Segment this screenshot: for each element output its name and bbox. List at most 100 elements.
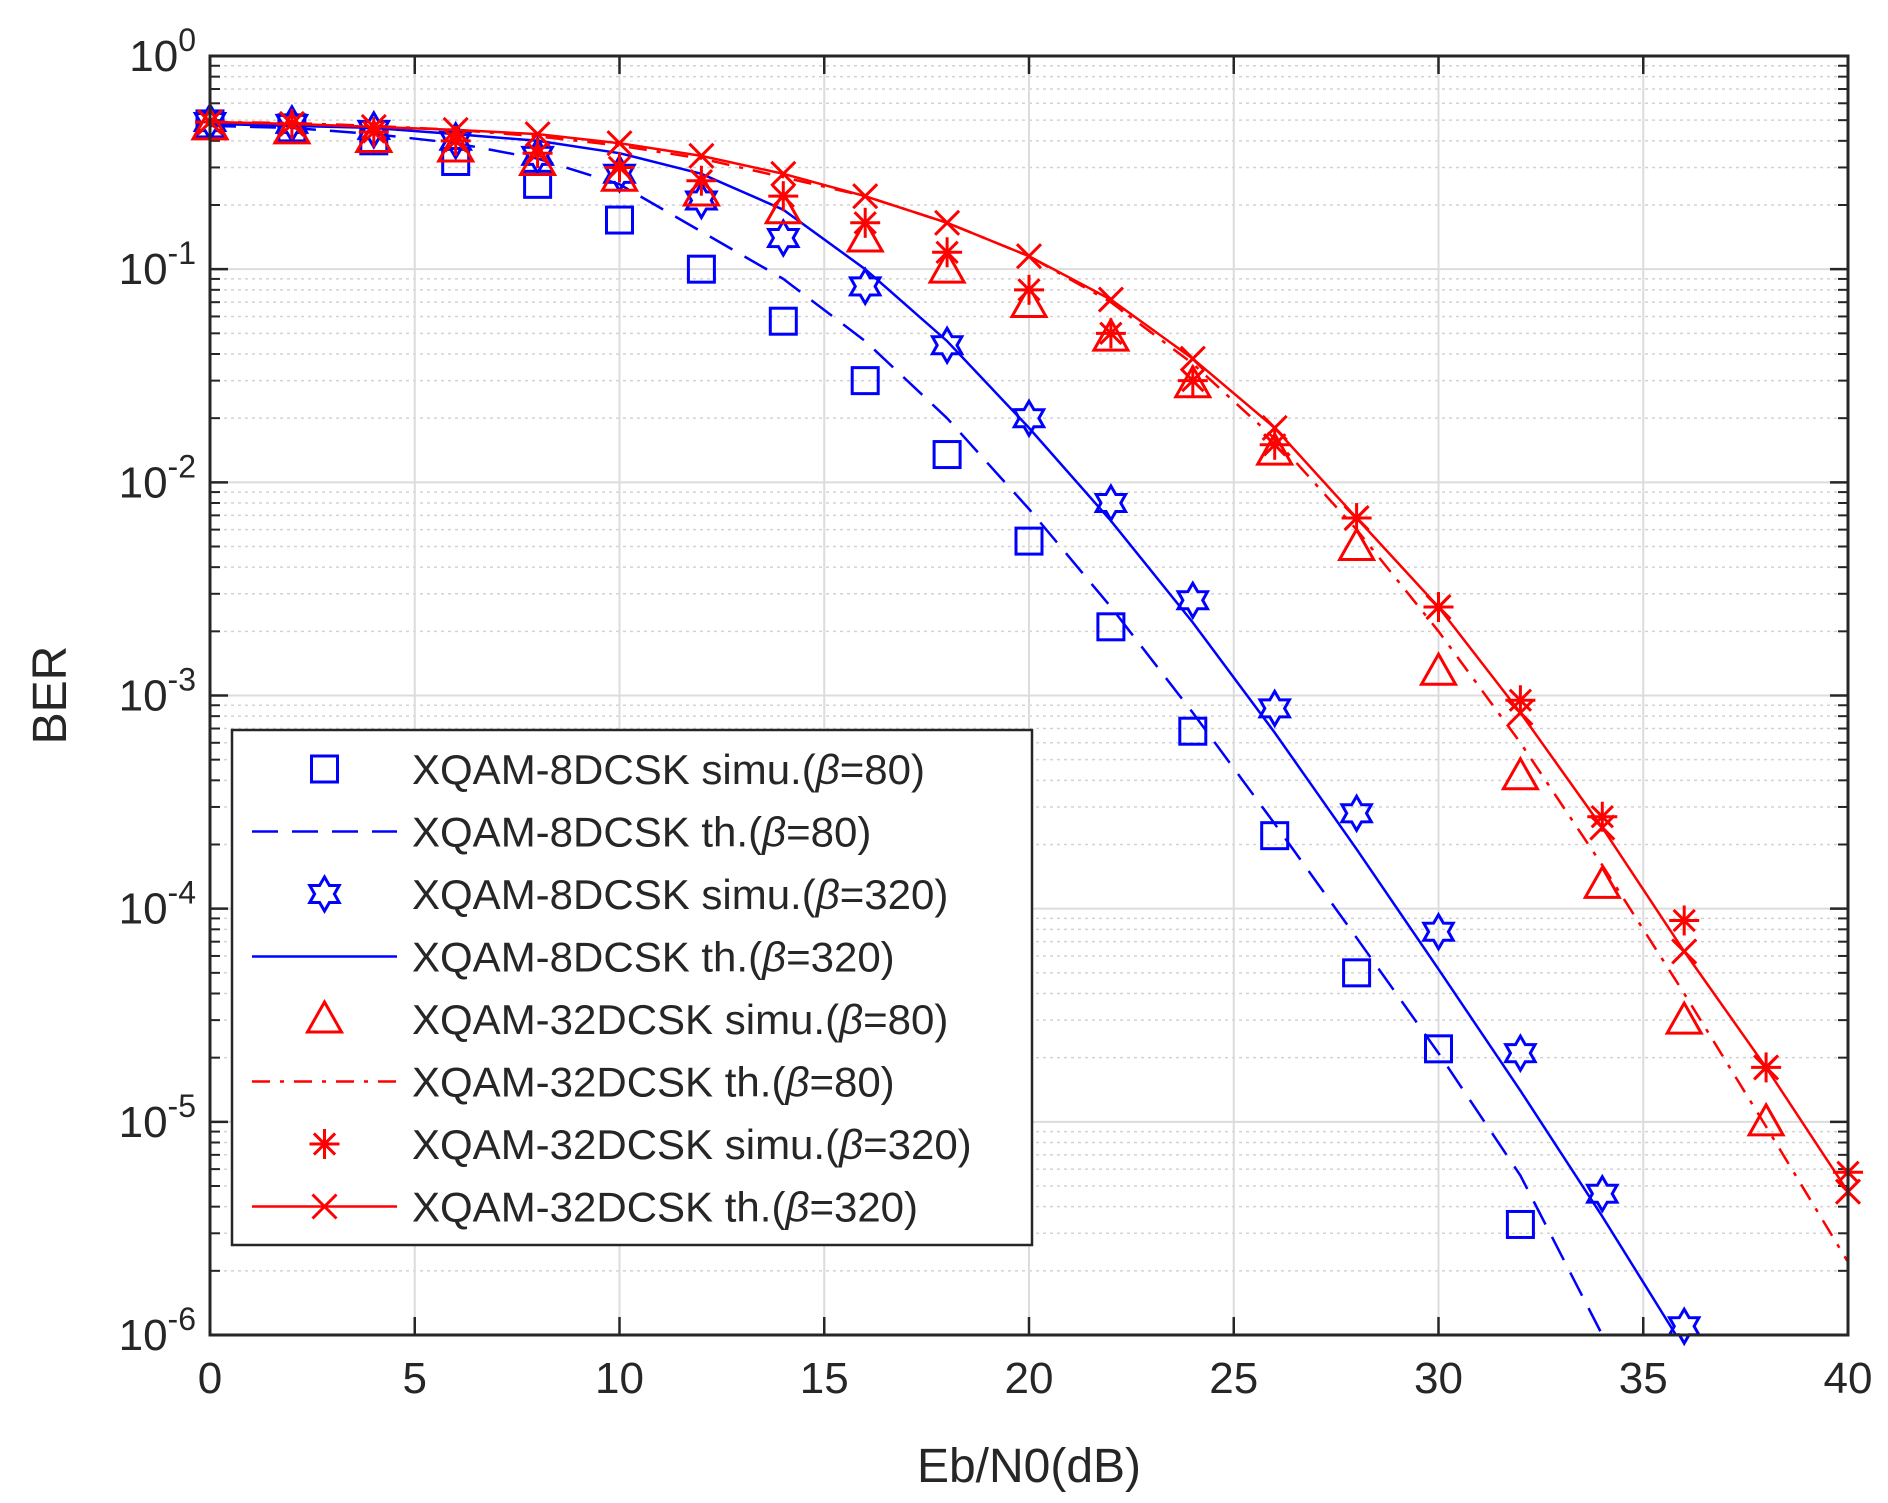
legend-label: XQAM-8DCSK simu.(β=80) xyxy=(412,746,925,793)
data-point xyxy=(763,189,803,225)
data-point xyxy=(688,142,715,169)
data-point xyxy=(1424,1034,1453,1064)
data-point xyxy=(1500,755,1540,791)
data-point xyxy=(850,207,881,238)
y-tick-label: 10-5 xyxy=(119,1088,196,1147)
data-point xyxy=(1418,651,1459,686)
data-point xyxy=(1015,243,1043,270)
legend-label: XQAM-8DCSK simu.(β=320) xyxy=(412,871,948,918)
y-tick-label: 10-3 xyxy=(119,662,196,721)
data-point xyxy=(1259,429,1290,460)
data-point xyxy=(436,128,476,163)
data-point xyxy=(1585,1173,1620,1214)
legend-box xyxy=(230,728,1034,1247)
series-line xyxy=(209,124,1604,1336)
data-point xyxy=(1178,716,1208,746)
data-point xyxy=(1095,318,1126,349)
data-point xyxy=(1011,398,1047,439)
legend-label: XQAM-32DCSK simu.(β=320) xyxy=(412,1121,972,1168)
data-point xyxy=(1746,1101,1786,1137)
legend-item: XQAM-32DCSK th.(β=80) xyxy=(252,1059,895,1106)
y-tick-label: 100 xyxy=(129,22,196,81)
data-point xyxy=(768,181,799,212)
data-point xyxy=(768,306,798,336)
legend-item: XQAM-8DCSK simu.(β=320) xyxy=(307,871,948,918)
data-point xyxy=(442,116,469,143)
data-point xyxy=(605,205,634,235)
legend-label: XQAM-32DCSK th.(β=80) xyxy=(412,1059,895,1106)
data-point xyxy=(766,217,801,258)
data-point xyxy=(520,135,555,176)
data-point xyxy=(1339,793,1374,834)
data-point xyxy=(1343,504,1370,532)
x-tick-label: 30 xyxy=(1414,1354,1463,1403)
legend-marker xyxy=(304,998,345,1034)
x-tick-label: 20 xyxy=(1005,1354,1054,1403)
x-tick-label: 10 xyxy=(595,1354,644,1403)
x-tick-label: 25 xyxy=(1209,1354,1258,1403)
data-point xyxy=(1589,814,1616,841)
series-2 xyxy=(209,124,1604,1336)
plot-frame xyxy=(208,54,1850,1337)
legend-item: XQAM-8DCSK th.(β=80) xyxy=(252,809,871,856)
y-tick-label: 10-6 xyxy=(119,1301,196,1360)
series-7 xyxy=(195,107,1863,1188)
data-point xyxy=(1342,958,1372,988)
data-point xyxy=(604,152,635,183)
legend-item: XQAM-32DCSK simu.(β=80) xyxy=(304,996,948,1043)
y-tick-label: 10-4 xyxy=(119,875,196,934)
legend-label: XQAM-32DCSK th.(β=320) xyxy=(412,1184,918,1231)
data-point xyxy=(1091,317,1131,352)
data-point xyxy=(1097,286,1124,313)
tick-labels: 100 10-1 10-2 10-3 10-4 10-5 10-60 5 10 15 20 25 30 3… xyxy=(119,22,1873,1403)
data-point xyxy=(1257,688,1292,729)
data-point xyxy=(847,266,883,307)
data-point xyxy=(274,103,310,144)
data-point xyxy=(927,249,967,284)
legend-label: XQAM-8DCSK th.(β=320) xyxy=(412,934,895,981)
data-point xyxy=(1421,911,1456,952)
data-point xyxy=(1753,1054,1780,1081)
data-point xyxy=(1014,274,1044,305)
x-tick-label: 35 xyxy=(1619,1354,1668,1403)
data-point xyxy=(278,110,305,138)
data-point xyxy=(272,109,312,145)
data-point xyxy=(1507,699,1534,726)
series-5 xyxy=(190,105,1786,1137)
data-point xyxy=(1179,345,1206,372)
legend-item: XQAM-8DCSK simu.(β=80) xyxy=(310,746,925,793)
data-point xyxy=(1337,526,1377,562)
data-point xyxy=(684,180,719,221)
data-point xyxy=(850,366,880,396)
data-point xyxy=(845,217,885,253)
data-point xyxy=(852,183,879,210)
data-point xyxy=(1666,1306,1702,1347)
data-point xyxy=(1582,864,1622,899)
data-point xyxy=(524,121,551,148)
y-tick-label: 10-2 xyxy=(119,448,196,507)
data-point xyxy=(1014,526,1044,556)
data-point xyxy=(770,160,797,187)
series-group xyxy=(190,101,1863,1347)
data-point xyxy=(360,113,387,140)
data-point xyxy=(1009,283,1049,319)
legend-item: XQAM-8DCSK th.(β=320) xyxy=(252,934,895,981)
data-point xyxy=(1425,593,1452,621)
data-point xyxy=(522,138,553,169)
x-tick-label: 15 xyxy=(800,1354,849,1403)
data-point xyxy=(1255,431,1295,466)
data-point xyxy=(518,141,558,176)
x-tick-label: 0 xyxy=(198,1354,222,1403)
data-point xyxy=(932,237,963,268)
data-point xyxy=(686,165,717,196)
data-point xyxy=(1664,1000,1704,1035)
x-tick-label: 5 xyxy=(403,1354,427,1403)
data-point xyxy=(1505,1209,1535,1239)
y-tick-label: 10-1 xyxy=(119,235,196,294)
legend-item: XQAM-32DCSK simu.(β=320) xyxy=(309,1121,972,1168)
data-point xyxy=(929,325,965,366)
data-point xyxy=(934,209,961,236)
data-point xyxy=(932,440,962,470)
legend-label: XQAM-32DCSK simu.(β=80) xyxy=(412,996,948,1043)
